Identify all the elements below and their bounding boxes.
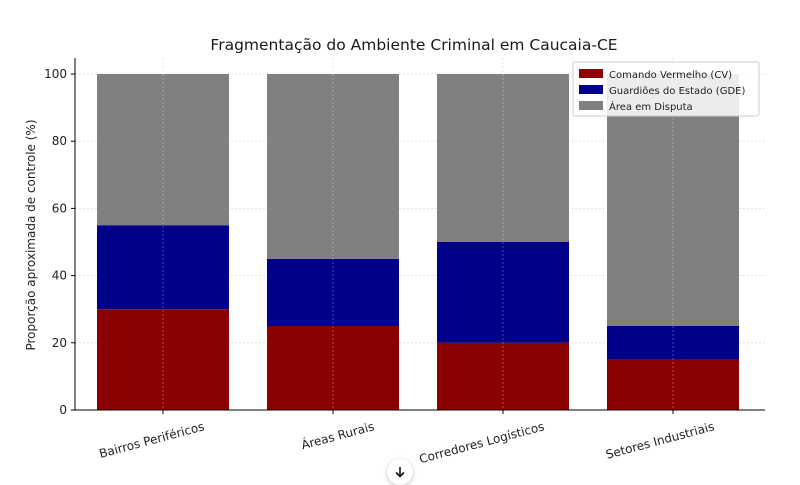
bars (97, 74, 739, 410)
bar-segment (437, 74, 569, 242)
scroll-down-button[interactable] (387, 459, 413, 485)
y-axis-label: Proporção aproximada de controle (%) (24, 119, 38, 350)
legend-label: Área em Disputa (609, 100, 693, 113)
legend-swatch (579, 101, 603, 110)
chart-title: Fragmentação do Ambiente Criminal em Cau… (210, 36, 617, 54)
arrow-down-icon (395, 467, 405, 478)
legend[interactable]: Comando Vermelho (CV) Guardiões do Estado… (572, 61, 760, 117)
y-tick-label: 0 (59, 403, 67, 417)
legend-swatch (579, 69, 603, 78)
axes (71, 58, 765, 414)
x-tick-label: Bairros Periféricos (98, 419, 206, 461)
legend-swatch (579, 85, 603, 94)
bar-segment (97, 225, 229, 310)
bar-segment (267, 74, 399, 259)
bar-segment (97, 74, 229, 226)
bar-segment (97, 309, 229, 410)
bar-segment (437, 242, 569, 343)
x-tick-label: Corredores Logísticos (418, 419, 546, 466)
y-tick-label: 100 (44, 67, 67, 81)
y-tick-label: 40 (52, 269, 67, 283)
bar-segment (437, 342, 569, 410)
bar-segment (607, 359, 739, 410)
y-tick-label: 60 (52, 201, 67, 215)
x-tick-label: Áreas Rurais (299, 418, 375, 452)
y-tick-label: 20 (52, 336, 67, 350)
legend-label: Guardiões do Estado (GDE) (609, 86, 745, 97)
bar-segment (267, 258, 399, 326)
bar-segment (607, 326, 739, 360)
legend-box (572, 61, 760, 117)
y-tick-label: 80 (52, 134, 67, 148)
bar-segment (267, 326, 399, 410)
x-tick-label: Setores Industriais (604, 419, 716, 461)
legend-label: Comando Vermelho (CV) (609, 70, 732, 81)
